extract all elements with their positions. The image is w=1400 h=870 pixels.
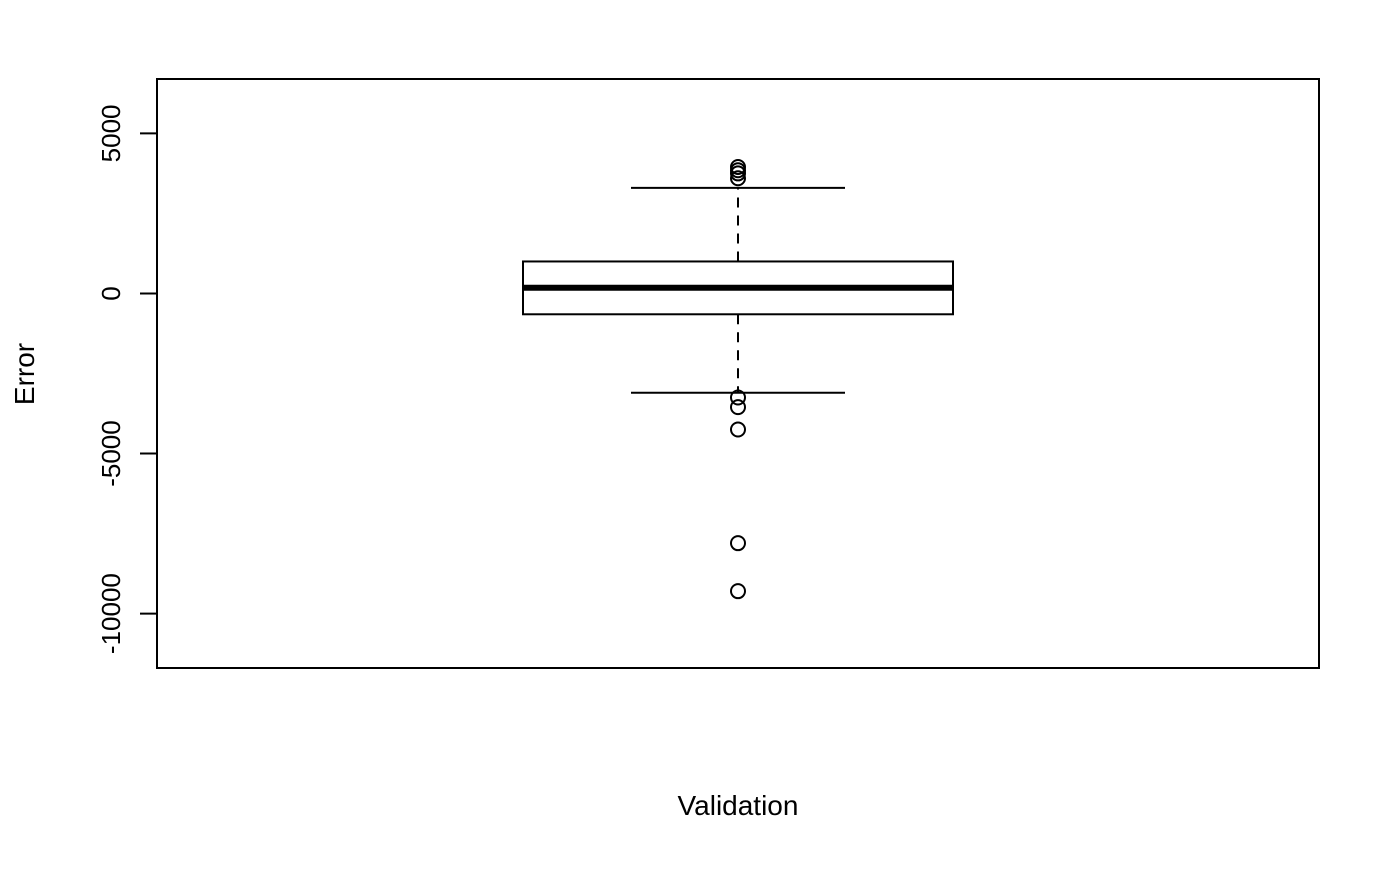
outlier-point — [730, 165, 746, 182]
outlier-point — [730, 535, 746, 552]
x-axis-label: Validation — [678, 790, 799, 821]
outlier-point — [730, 399, 746, 416]
outliers — [730, 159, 746, 600]
y-tick-label: 5000 — [96, 104, 126, 162]
outlier-point — [730, 170, 746, 187]
y-tick-label: -10000 — [96, 573, 126, 654]
y-axis: -10000 -5000 0 5000 — [96, 104, 158, 654]
outlier-point — [730, 389, 746, 406]
y-tick-label: 0 — [96, 286, 126, 300]
outlier-point — [730, 583, 746, 600]
y-tick-label: -5000 — [96, 420, 126, 487]
y-axis-label: Error — [9, 343, 40, 405]
outlier-point — [730, 421, 746, 438]
outlier-point — [730, 162, 746, 179]
box-group — [522, 186, 954, 394]
